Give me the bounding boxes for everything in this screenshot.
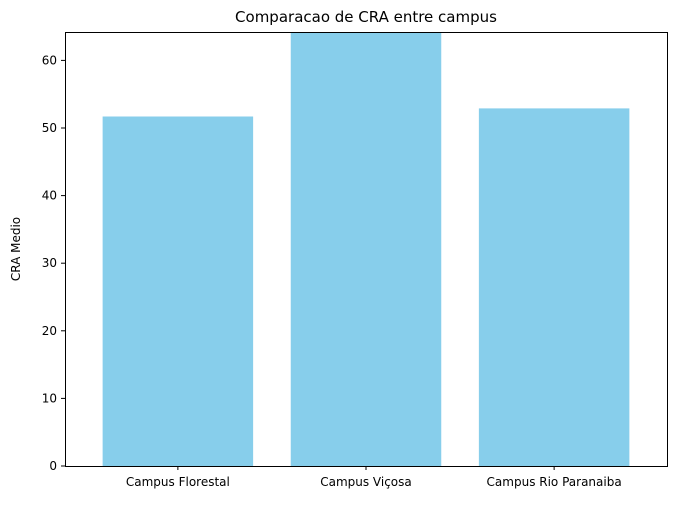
x-ticks-group: Campus Florestal Campus Viçosa Campus Rio … bbox=[126, 466, 622, 489]
bar-2 bbox=[478, 108, 630, 466]
bar-0 bbox=[102, 116, 254, 466]
y-tick-label: 0 bbox=[49, 459, 57, 473]
bars-group bbox=[102, 32, 630, 466]
y-ticks-group: 0 10 20 30 40 50 60 bbox=[42, 53, 65, 473]
y-axis-label: CRA Medio bbox=[9, 217, 23, 281]
y-tick-label: 60 bbox=[42, 53, 57, 67]
chart-title: Comparacao de CRA entre campus bbox=[235, 8, 497, 26]
x-tick-label: Campus Viçosa bbox=[320, 475, 412, 489]
y-tick-label: 40 bbox=[42, 189, 57, 203]
x-tick-label: Campus Florestal bbox=[126, 475, 230, 489]
x-tick-label: Campus Rio Paranaiba bbox=[487, 475, 622, 489]
plot-frame bbox=[65, 32, 668, 467]
bar-1 bbox=[290, 32, 442, 466]
y-tick-label: 20 bbox=[42, 324, 57, 338]
y-tick-label: 50 bbox=[42, 121, 57, 135]
y-tick-label: 30 bbox=[42, 256, 57, 270]
y-tick-label: 10 bbox=[42, 391, 57, 405]
